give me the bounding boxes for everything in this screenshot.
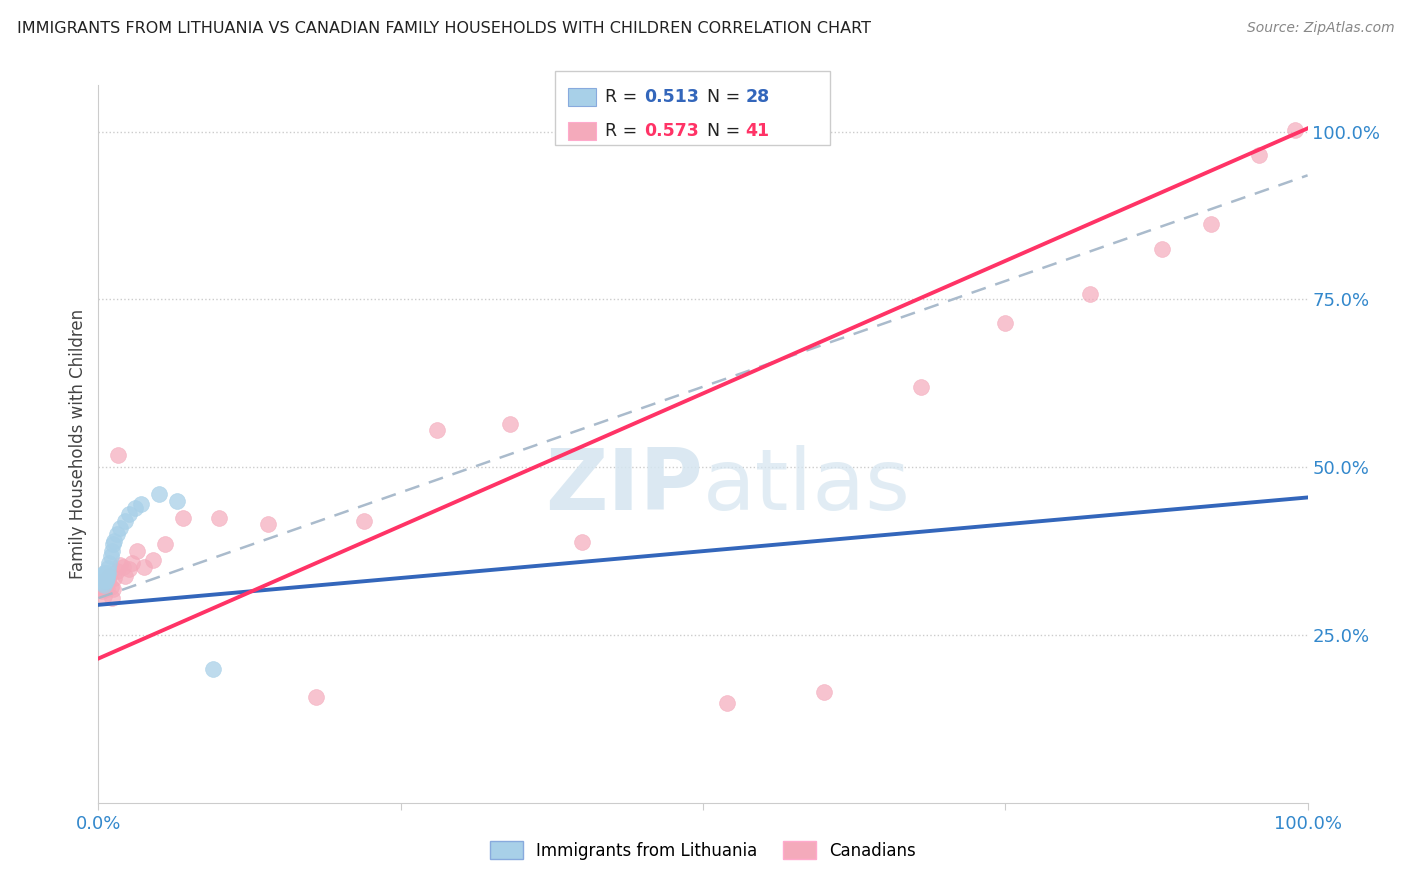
Point <box>91 567 114 582</box>
Point <box>108 521 131 535</box>
Point <box>98 569 121 583</box>
Point <box>107 448 129 462</box>
Point <box>101 537 124 551</box>
Point <box>571 535 593 549</box>
Point <box>127 544 149 558</box>
Point <box>105 527 128 541</box>
Point <box>114 514 136 528</box>
Text: R =: R = <box>605 88 643 106</box>
Point <box>93 582 115 597</box>
Point <box>91 584 114 599</box>
Point <box>1249 148 1271 162</box>
Point <box>166 493 188 508</box>
Point <box>100 544 122 558</box>
Text: 0.513: 0.513 <box>644 88 699 106</box>
Point <box>1284 123 1306 137</box>
Text: atlas: atlas <box>703 445 911 528</box>
Point <box>134 559 156 574</box>
Text: 41: 41 <box>745 122 769 140</box>
Point <box>142 553 165 567</box>
Point <box>202 662 225 676</box>
Point <box>93 566 115 581</box>
Text: N =: N = <box>696 88 745 106</box>
Point <box>426 423 449 437</box>
Point <box>114 569 136 583</box>
Point <box>813 685 835 699</box>
Point <box>910 380 932 394</box>
Text: 28: 28 <box>745 88 769 106</box>
Point <box>91 575 114 590</box>
Point <box>172 510 194 524</box>
Point <box>96 567 118 582</box>
Point <box>100 580 122 594</box>
Point <box>256 517 278 532</box>
Point <box>94 569 117 583</box>
Point <box>108 558 131 572</box>
Point <box>105 564 128 578</box>
Point <box>103 534 125 549</box>
Point <box>93 577 115 591</box>
Point <box>111 559 134 574</box>
Point <box>498 417 520 431</box>
Point <box>148 487 170 501</box>
Point <box>93 571 115 585</box>
Point <box>124 500 146 515</box>
Legend: Immigrants from Lithuania, Canadians: Immigrants from Lithuania, Canadians <box>484 835 922 866</box>
Point <box>994 316 1017 330</box>
Text: N =: N = <box>696 122 745 140</box>
Text: IMMIGRANTS FROM LITHUANIA VS CANADIAN FAMILY HOUSEHOLDS WITH CHILDREN CORRELATIO: IMMIGRANTS FROM LITHUANIA VS CANADIAN FA… <box>17 21 870 37</box>
Point <box>91 574 114 589</box>
Point <box>305 690 328 704</box>
Point <box>93 589 115 603</box>
Point <box>353 514 375 528</box>
Point <box>103 571 125 585</box>
Point <box>1152 242 1174 256</box>
Point <box>100 591 122 606</box>
Point <box>91 574 114 589</box>
Point <box>90 571 112 585</box>
Point <box>121 556 143 570</box>
Point <box>90 581 112 595</box>
Point <box>101 582 124 597</box>
Point <box>98 556 121 570</box>
Point <box>716 697 738 711</box>
Point <box>129 497 152 511</box>
Text: R =: R = <box>605 122 643 140</box>
Point <box>97 566 120 581</box>
Point <box>118 562 141 576</box>
Point <box>208 510 231 524</box>
Point <box>1078 287 1101 301</box>
Point <box>94 574 117 589</box>
Point <box>118 507 141 521</box>
Point <box>100 549 122 563</box>
Point <box>96 571 118 585</box>
Point <box>153 537 176 551</box>
Y-axis label: Family Households with Children: Family Households with Children <box>69 309 87 579</box>
Text: Source: ZipAtlas.com: Source: ZipAtlas.com <box>1247 21 1395 36</box>
Point <box>1199 217 1222 231</box>
Point <box>97 561 120 575</box>
Text: 0.573: 0.573 <box>644 122 699 140</box>
Point <box>96 582 118 597</box>
Point <box>91 569 114 583</box>
Text: ZIP: ZIP <box>546 445 703 528</box>
Point <box>94 577 117 591</box>
Point <box>97 574 120 589</box>
